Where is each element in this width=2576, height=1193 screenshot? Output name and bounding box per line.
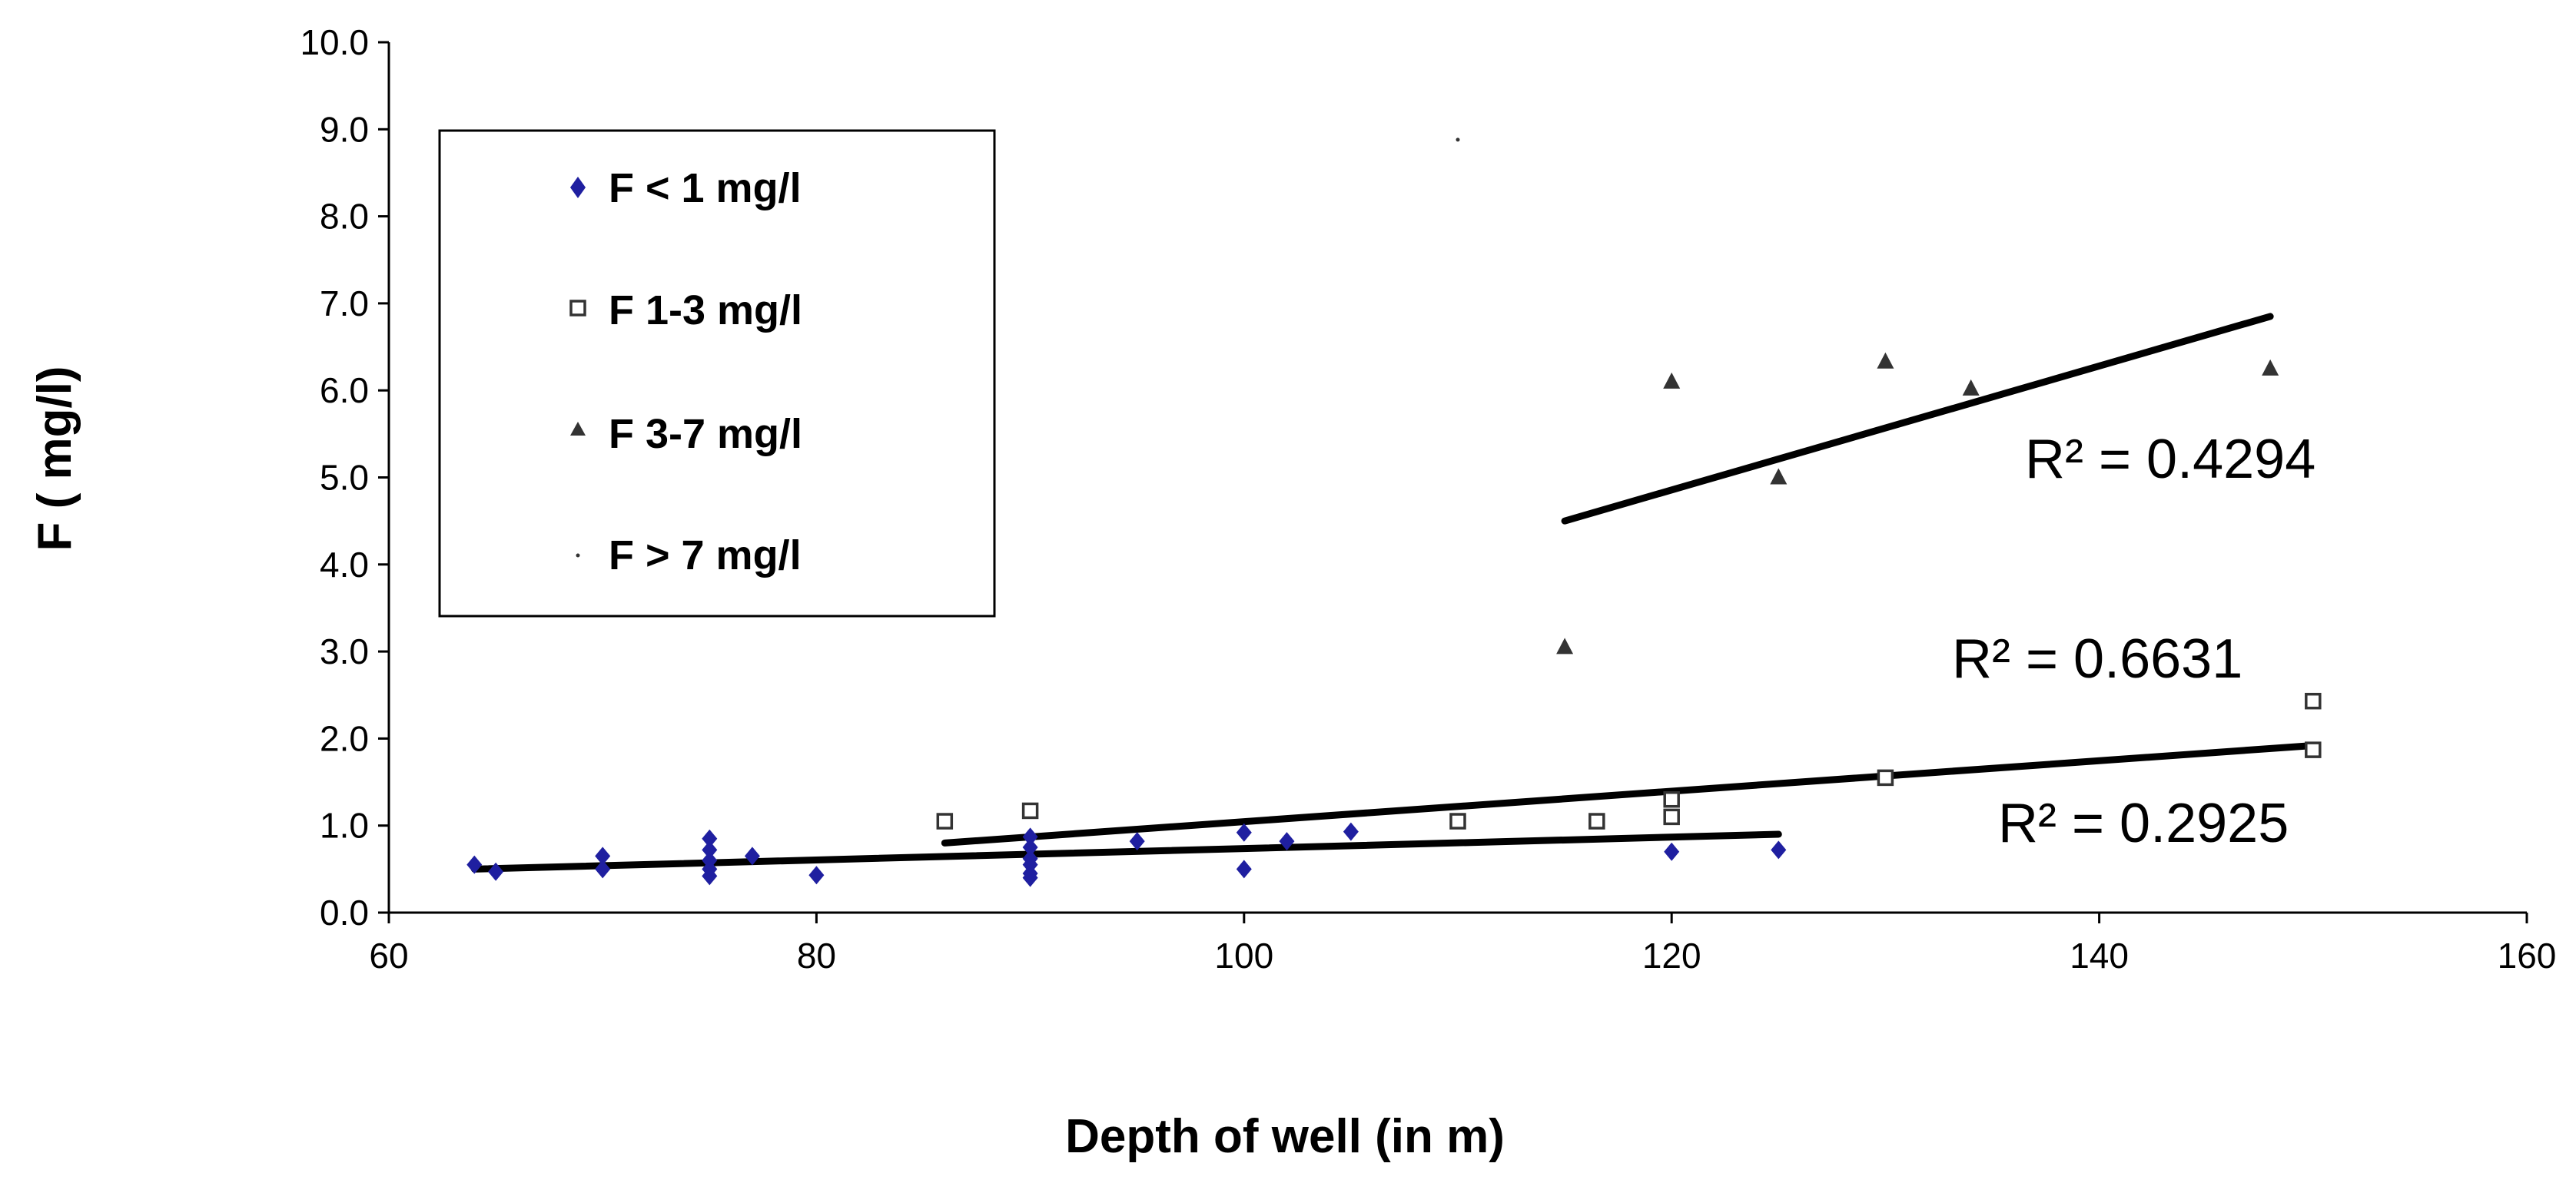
data-point-square: [1663, 790, 1680, 808]
r2-label-f-lt-1: R² = 0.2925: [1998, 793, 2289, 854]
data-point-diamond: [702, 829, 718, 848]
y-tick-label: 6.0: [320, 370, 369, 410]
trendline-series-0: [470, 830, 1782, 873]
data-markers: [466, 138, 2322, 887]
data-point-triangle: [1770, 468, 1788, 485]
legend-triangle-icon: [570, 422, 586, 436]
trendline-series-2: [1561, 313, 2274, 525]
legend-label-f-lt-1: F < 1 mg/l: [609, 165, 802, 211]
legend-box: [438, 129, 996, 618]
y-tick-label: 7.0: [320, 283, 369, 323]
data-point-diamond: [1022, 868, 1038, 887]
data-point-square: [2305, 692, 2322, 710]
data-point-diamond: [1343, 822, 1359, 841]
legend-diamond-icon: [570, 177, 586, 198]
trendlines: [470, 313, 2317, 873]
x-tick-label: 80: [797, 936, 836, 976]
data-point-diamond: [1236, 860, 1252, 879]
data-point-diamond: [808, 866, 825, 885]
y-tick-label: 8.0: [320, 197, 369, 237]
data-point-triangle: [2262, 359, 2279, 376]
data-point-diamond: [702, 840, 718, 860]
data-point-triangle: [1556, 638, 1574, 654]
data-point-dot: [1456, 138, 1460, 142]
data-point-triangle: [1877, 352, 1894, 369]
data-point-diamond: [702, 867, 718, 886]
data-point-diamond: [744, 847, 760, 866]
legend-label-f-3-7: F 3-7 mg/l: [609, 411, 802, 457]
data-point-diamond: [595, 860, 611, 879]
data-point-square: [936, 813, 954, 830]
y-axis-ticks: 0.0 1.0 2.0 3.0 4.0 5.0 6.0 7.0 8.0 9.0 10.0: [300, 22, 389, 933]
data-point-square: [1449, 813, 1466, 830]
x-tick-label: 60: [369, 936, 408, 976]
y-tick-label: 5.0: [320, 458, 369, 498]
x-tick-label: 100: [1214, 936, 1273, 976]
data-point-diamond: [488, 862, 504, 881]
legend-dot-icon: [576, 553, 580, 558]
data-point-diamond: [1022, 827, 1038, 847]
y-tick-label: 1.0: [320, 806, 369, 846]
trendline-series-1: [941, 741, 2317, 847]
data-point-diamond: [1279, 832, 1295, 851]
y-tick-label: 9.0: [320, 109, 369, 149]
y-tick-label: 4.0: [320, 545, 369, 585]
data-point-triangle: [1663, 372, 1681, 389]
data-point-square: [1877, 769, 1894, 787]
data-point-diamond: [1664, 842, 1680, 861]
data-point-square: [2305, 741, 2322, 758]
x-tick-label: 140: [2070, 936, 2129, 976]
x-axis-ticks: 60 80 100 120 140 160: [369, 913, 2556, 976]
r2-label-f-1-3: R² = 0.6631: [1952, 628, 2242, 690]
r2-label-f-3-7: R² = 0.4294: [2025, 429, 2315, 490]
legend-label-f-gt-7: F > 7 mg/l: [609, 532, 802, 578]
data-point-diamond: [1129, 832, 1145, 851]
legend-label-f-1-3: F 1-3 mg/l: [609, 287, 802, 333]
y-tick-label: 0.0: [320, 893, 369, 933]
legend: F < 1 mg/l F 1-3 mg/l F 3-7 mg/l F > 7 m…: [438, 129, 996, 618]
y-tick-label: 2.0: [320, 718, 369, 758]
y-tick-label: 3.0: [320, 631, 369, 671]
x-axis-title: Depth of well (in m): [1065, 1110, 1505, 1163]
data-point-diamond: [595, 847, 611, 866]
data-point-square: [1021, 802, 1039, 820]
data-point-diamond: [1771, 840, 1787, 860]
data-point-square: [1663, 808, 1680, 826]
legend-square-icon: [569, 300, 586, 316]
data-point-diamond: [466, 855, 483, 874]
y-axis-title: F ( mg/l): [28, 366, 81, 551]
data-point-triangle: [1962, 379, 1980, 396]
data-point-diamond: [1022, 838, 1038, 857]
data-point-diamond: [1236, 823, 1252, 842]
y-tick-label: 10.0: [300, 22, 369, 62]
x-tick-label: 160: [2498, 936, 2557, 976]
data-point-square: [1588, 813, 1605, 830]
x-tick-label: 120: [1642, 936, 1701, 976]
